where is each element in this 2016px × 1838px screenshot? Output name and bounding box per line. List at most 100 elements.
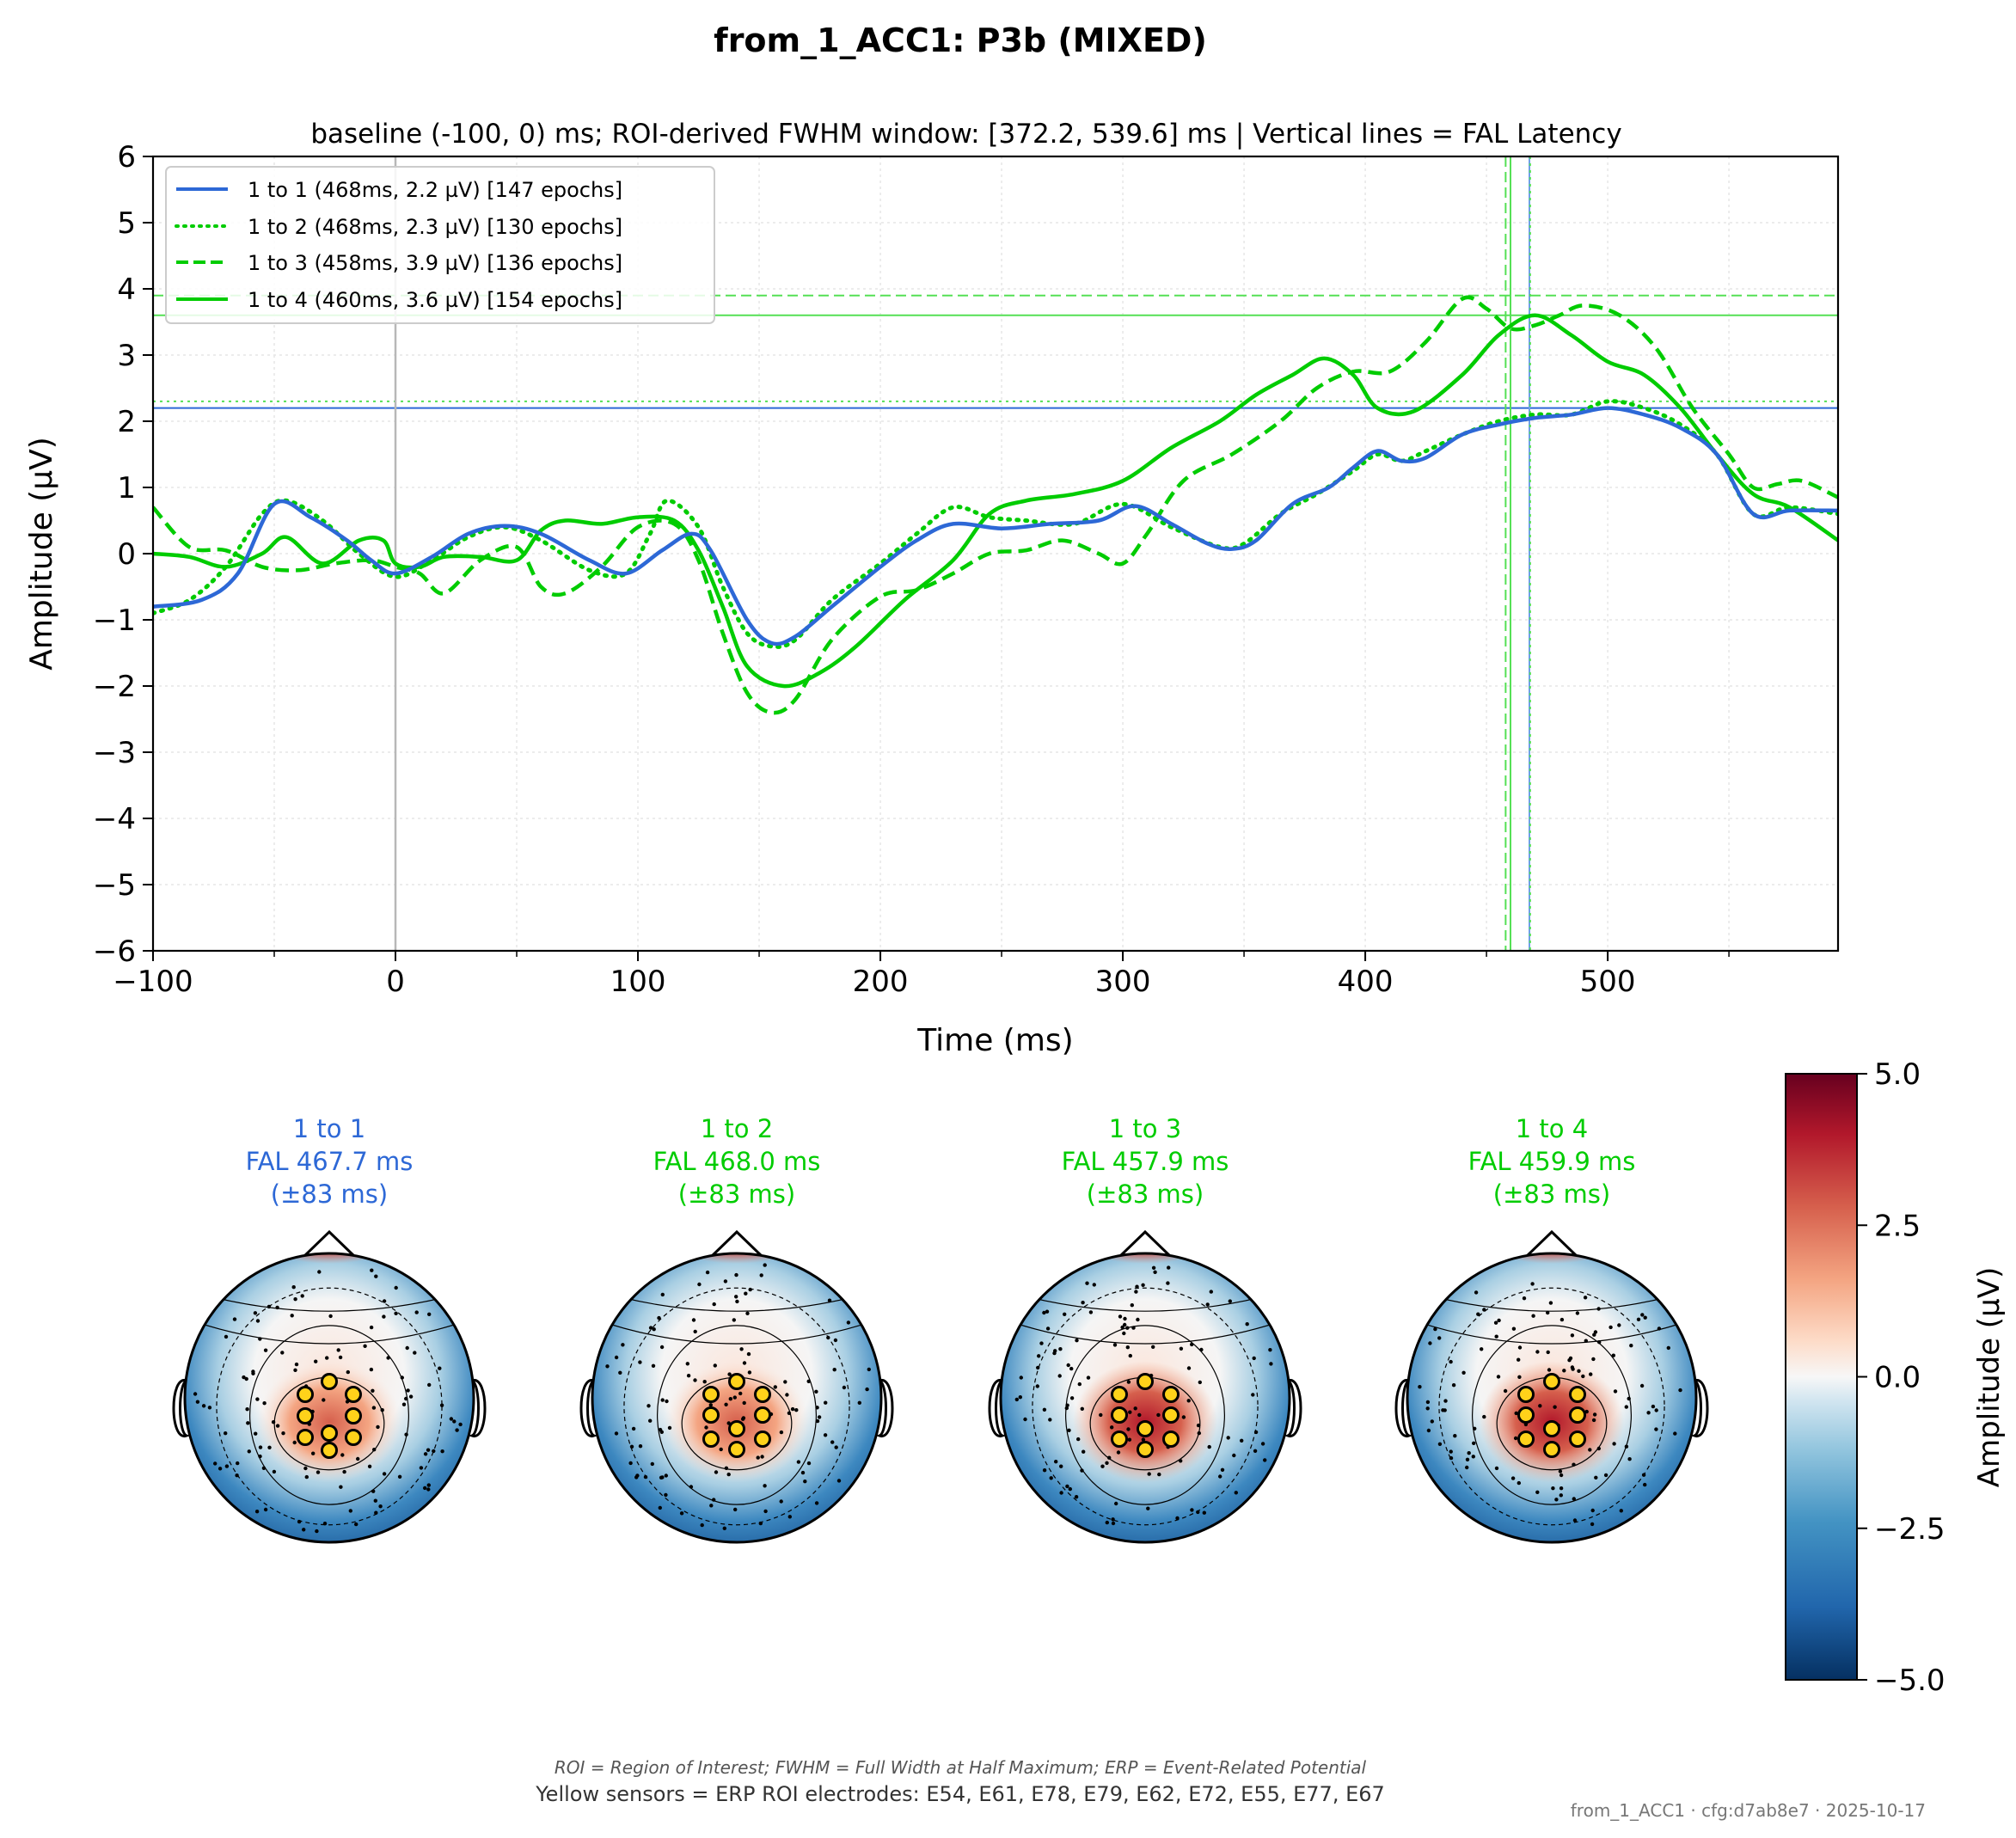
sensor-dot xyxy=(1081,1301,1085,1305)
roi-electrode xyxy=(754,1431,771,1448)
sensor-dot xyxy=(452,1419,457,1424)
sensor-dot xyxy=(1418,1385,1422,1389)
sensor-dot xyxy=(405,1345,409,1351)
sensor-dot xyxy=(794,1408,799,1412)
sensor-dot xyxy=(689,1485,694,1489)
topomap-row: 1 to 1 FAL 467.7 ms (±83 ms) 1 to 2 FAL 468.… xyxy=(172,1114,1709,1544)
sensor-dot xyxy=(255,1397,260,1401)
sensor-dot xyxy=(426,1487,431,1492)
sensor-dot xyxy=(1594,1475,1598,1480)
sensor-dot xyxy=(1554,1498,1559,1502)
sensor-dot xyxy=(1627,1396,1631,1401)
sensor-dot xyxy=(1583,1296,1588,1300)
sensor-dot xyxy=(371,1406,377,1410)
sensor-dot xyxy=(732,1395,737,1400)
sensor-dot xyxy=(1430,1419,1435,1424)
sensor-dot xyxy=(371,1388,375,1394)
sensor-dot xyxy=(1135,1284,1139,1289)
sensor-dot xyxy=(742,1361,747,1365)
sensor-dot xyxy=(386,1356,390,1360)
sensor-dot xyxy=(1517,1357,1521,1362)
sensor-dot xyxy=(1068,1486,1073,1492)
legend-entry: 1 to 2 (468ms, 2.3 µV) [130 epochs] xyxy=(175,215,622,239)
right-ear xyxy=(468,1379,487,1437)
sensor-dot xyxy=(1035,1384,1040,1388)
sensor-dot xyxy=(1513,1436,1518,1441)
sensor-dot xyxy=(293,1368,297,1373)
sensor-dot xyxy=(432,1449,436,1454)
sensor-dot xyxy=(1260,1442,1265,1446)
sensor-dot xyxy=(646,1404,651,1408)
y-tick-label: −4 xyxy=(93,802,136,836)
sensor-dot xyxy=(702,1380,707,1384)
sensor-dot xyxy=(258,1454,262,1459)
sensor-dot xyxy=(1036,1365,1040,1370)
y-tick-label: 0 xyxy=(117,537,136,572)
sensor-dot xyxy=(621,1343,625,1347)
sensor-dot xyxy=(246,1421,250,1425)
sensor-dot xyxy=(660,1475,665,1480)
sensor-dot xyxy=(1482,1414,1486,1419)
sensor-dot xyxy=(1037,1354,1041,1358)
sensor-dot xyxy=(397,1474,402,1480)
sensor-dot xyxy=(1156,1412,1161,1418)
sensor-dot xyxy=(1269,1362,1273,1366)
sensor-dot xyxy=(724,1402,728,1407)
sensor-dot xyxy=(1065,1484,1069,1489)
sensor-dot xyxy=(1577,1369,1581,1374)
sensor-dot xyxy=(414,1310,419,1314)
sensor-dot xyxy=(1636,1317,1641,1322)
sensor-dot xyxy=(1120,1325,1124,1330)
sensor-dot xyxy=(303,1466,308,1471)
sensor-dot xyxy=(1624,1405,1629,1409)
head-outline xyxy=(183,1252,475,1544)
erp-line-chart: −100 0 100 200 300 400 500 −6 −5 −4 −3 −2 −1 0 1 2 3 4 5 6… xyxy=(24,140,1840,1058)
sensor-dot xyxy=(814,1389,818,1394)
sensor-dot xyxy=(1449,1359,1453,1364)
sensor-dot xyxy=(1151,1265,1156,1271)
sensor-dot xyxy=(1127,1437,1132,1442)
x-tick-label: 500 xyxy=(1580,965,1636,999)
sensor-dot xyxy=(382,1299,387,1303)
sensor-dot xyxy=(1591,1418,1596,1423)
sensor-dot xyxy=(1075,1339,1079,1343)
sensor-dot xyxy=(1493,1320,1498,1325)
sensor-dot xyxy=(648,1326,653,1330)
sensor-dot xyxy=(1063,1312,1067,1317)
sensor-dot xyxy=(1118,1314,1123,1319)
sensor-dot xyxy=(746,1351,751,1357)
sensor-dot xyxy=(1575,1311,1580,1315)
sensor-dot xyxy=(426,1448,431,1452)
sensor-dot xyxy=(427,1312,432,1317)
sensor-dot xyxy=(401,1402,407,1406)
colorbar-label: Amplitude (µV) xyxy=(1972,1267,2007,1487)
x-tick-label: 200 xyxy=(853,965,909,999)
sensor-dot xyxy=(1080,1406,1085,1412)
sensor-dot xyxy=(1433,1326,1437,1332)
sensor-dot xyxy=(1205,1302,1210,1307)
sensor-dot xyxy=(638,1360,642,1364)
sensor-dot xyxy=(255,1319,260,1323)
sensor-dot xyxy=(354,1522,358,1527)
x-tick-label: 0 xyxy=(386,965,405,999)
y-tick-label: −5 xyxy=(93,868,136,903)
sensor-dot xyxy=(1603,1473,1609,1478)
sensor-dot xyxy=(1666,1345,1671,1351)
sensor-dot xyxy=(705,1270,710,1275)
sensor-dot xyxy=(660,1398,665,1402)
sensor-dot xyxy=(724,1466,729,1471)
sensor-dot xyxy=(719,1447,723,1452)
sensor-dot xyxy=(1234,1491,1239,1495)
sensor-dot xyxy=(756,1455,760,1460)
sensor-dot xyxy=(1186,1366,1192,1370)
sensor-dot xyxy=(739,1347,744,1351)
roi-electrode xyxy=(321,1373,338,1390)
roi-electrode xyxy=(345,1429,362,1446)
sensor-dot xyxy=(1166,1281,1170,1285)
topomap-fal-label: FAL 467.7 ms xyxy=(246,1147,414,1176)
sensor-dot xyxy=(1128,1353,1133,1358)
colorbar-tick-label: −2.5 xyxy=(1874,1512,1946,1547)
y-tick-label: 5 xyxy=(117,206,136,241)
sensor-dot xyxy=(423,1452,428,1456)
sensor-dot xyxy=(714,1470,719,1474)
